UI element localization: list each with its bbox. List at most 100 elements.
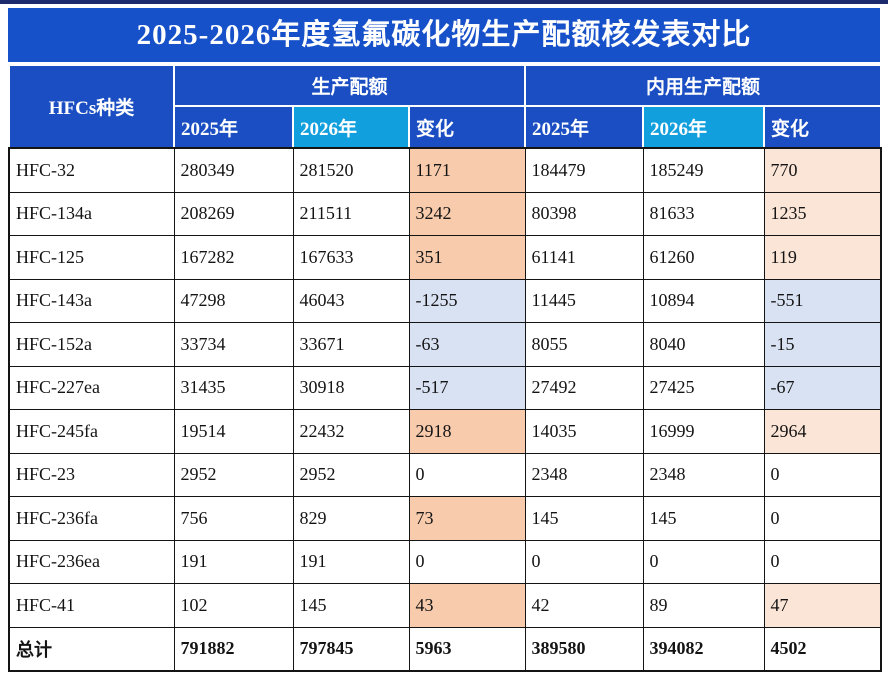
quota-value-cell: 89 (642, 583, 765, 628)
change-value-cell: -63 (408, 322, 526, 367)
quota-value-cell: 47298 (173, 278, 294, 323)
hfc-type-header: HFCs种类 (8, 64, 175, 149)
table-row: HFC-152a 33734 33671 -63 8055 8040 -15 (8, 322, 883, 367)
header-group-row: HFCs种类 生产配额 内用生产配额 (8, 64, 883, 149)
quota-value-cell: 2348 (524, 452, 644, 497)
change-value-cell: 0 (408, 539, 526, 584)
hfc-type-cell: HFC-227ea (8, 365, 175, 410)
table-row: HFC-236ea 191 191 0 0 0 0 (8, 539, 883, 584)
change-value-cell: 47 (763, 583, 883, 628)
hfc-type-cell: 总计 (8, 626, 175, 672)
quota-value-cell: 61260 (642, 235, 765, 280)
change-value-cell: 119 (763, 235, 883, 280)
quota-value-cell: 33734 (173, 322, 294, 367)
change-value-cell: 770 (763, 147, 883, 193)
quota-value-cell: 8055 (524, 322, 644, 367)
quota-value-cell: 145 (524, 496, 644, 541)
year-2025-header-prod: 2025年 (173, 105, 294, 149)
quota-value-cell: 10894 (642, 278, 765, 323)
production-quota-group-header: 生产配额 (172, 64, 527, 107)
change-value-cell: -15 (763, 322, 883, 367)
quota-value-cell: 80398 (524, 191, 644, 236)
change-value-cell: 0 (763, 452, 883, 497)
quota-value-cell: 31435 (173, 365, 294, 410)
table-body: HFC-32 280349 281520 1171 184479 185249 770 HFC… (8, 147, 883, 672)
quota-value-cell: 61141 (524, 235, 644, 280)
quota-value-cell: 8040 (642, 322, 765, 367)
quota-value-cell: 280349 (173, 147, 294, 193)
quota-value-cell: 167282 (173, 235, 294, 280)
total-row: 总计 791882 797845 5963 389580 394082 4502 (8, 626, 883, 672)
hfc-type-cell: HFC-23 (8, 452, 175, 497)
header-sub-row: 2025年 2026年 变化 2025年 2026年 变化 (9, 105, 883, 149)
quota-value-cell: 191 (292, 539, 410, 584)
quota-value-cell: 16999 (642, 409, 765, 454)
change-value-cell: 2964 (763, 409, 883, 454)
year-2026-header-domestic: 2026年 (642, 105, 766, 149)
quota-value-cell: 11445 (524, 278, 644, 323)
quota-value-cell: 0 (642, 539, 765, 584)
quota-value-cell: 281520 (292, 147, 410, 193)
hfc-type-cell: HFC-41 (8, 583, 175, 628)
quota-value-cell: 797845 (292, 626, 410, 672)
quota-value-cell: 145 (642, 496, 765, 541)
year-2026-header-prod: 2026年 (292, 105, 410, 149)
change-value-cell: 1235 (763, 191, 883, 236)
quota-value-cell: 81633 (642, 191, 765, 236)
quota-value-cell: 27492 (524, 365, 644, 410)
quota-value-cell: 167633 (292, 235, 410, 280)
quota-value-cell: 0 (524, 539, 644, 584)
quota-value-cell: 791882 (173, 626, 294, 672)
change-value-cell: 351 (408, 235, 526, 280)
quota-value-cell: 46043 (292, 278, 410, 323)
quota-value-cell: 208269 (173, 191, 294, 236)
quota-value-cell: 185249 (642, 147, 765, 193)
quota-value-cell: 756 (173, 496, 294, 541)
change-header-prod: 变化 (407, 105, 527, 149)
hfc-type-cell: HFC-152a (8, 322, 175, 367)
quota-value-cell: 389580 (524, 626, 644, 672)
change-header-domestic: 变化 (763, 105, 883, 149)
change-value-cell: 4502 (763, 626, 883, 672)
change-value-cell: 1171 (408, 147, 526, 193)
change-value-cell: 0 (763, 496, 883, 541)
quota-value-cell: 30918 (292, 365, 410, 410)
quota-value-cell: 19514 (173, 409, 294, 454)
hfc-type-cell: HFC-134a (8, 191, 175, 236)
quota-value-cell: 27425 (642, 365, 765, 410)
table-row: HFC-245fa 19514 22432 2918 14035 16999 2964 (8, 409, 883, 454)
table-row: HFC-236fa 756 829 73 145 145 0 (8, 496, 883, 541)
change-value-cell: -551 (763, 278, 883, 323)
page-root: 2025-2026年度氢氟碳化物生产配额核发表对比 HFCs种类 生产配额 内用… (0, 4, 888, 672)
change-value-cell: 5963 (408, 626, 526, 672)
change-value-cell: 3242 (408, 191, 526, 236)
quota-value-cell: 14035 (524, 409, 644, 454)
table-row: HFC-125 167282 167633 351 61141 61260 119 (8, 235, 883, 280)
hfc-type-cell: HFC-236fa (8, 496, 175, 541)
quota-value-cell: 191 (173, 539, 294, 584)
quota-value-cell: 2348 (642, 452, 765, 497)
quota-value-cell: 2952 (292, 452, 410, 497)
change-value-cell: -1255 (408, 278, 526, 323)
quota-value-cell: 22432 (292, 409, 410, 454)
change-value-cell: 2918 (408, 409, 526, 454)
hfc-type-cell: HFC-125 (8, 235, 175, 280)
quota-comparison-table: HFCs种类 生产配额 内用生产配额 2025年 2026年 变化 2025年 … (8, 64, 883, 672)
quota-value-cell: 102 (173, 583, 294, 628)
quota-value-cell: 184479 (524, 147, 644, 193)
change-value-cell: 0 (408, 452, 526, 497)
quota-value-cell: 829 (292, 496, 410, 541)
table-row: HFC-143a 47298 46043 -1255 11445 10894 -551 (8, 278, 883, 323)
quota-value-cell: 394082 (642, 626, 765, 672)
page-title: 2025-2026年度氢氟碳化物生产配额核发表对比 (8, 8, 880, 62)
top-strip (0, 0, 888, 4)
change-value-cell: -517 (408, 365, 526, 410)
domestic-quota-group-header: 内用生产配额 (524, 64, 883, 107)
year-2025-header-domestic: 2025年 (524, 105, 645, 149)
table-header: HFCs种类 生产配额 内用生产配额 2025年 2026年 变化 2025年 … (8, 64, 883, 149)
hfc-type-cell: HFC-143a (8, 278, 175, 323)
hfc-type-cell: HFC-245fa (8, 409, 175, 454)
table-row: HFC-134a 208269 211511 3242 80398 81633 1235 (8, 191, 883, 236)
quota-value-cell: 42 (524, 583, 644, 628)
change-value-cell: 0 (763, 539, 883, 584)
